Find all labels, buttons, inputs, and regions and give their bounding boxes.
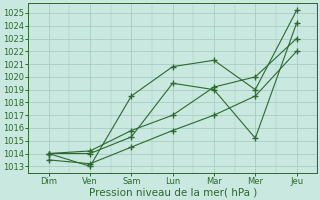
X-axis label: Pression niveau de la mer( hPa ): Pression niveau de la mer( hPa ) (89, 187, 257, 197)
